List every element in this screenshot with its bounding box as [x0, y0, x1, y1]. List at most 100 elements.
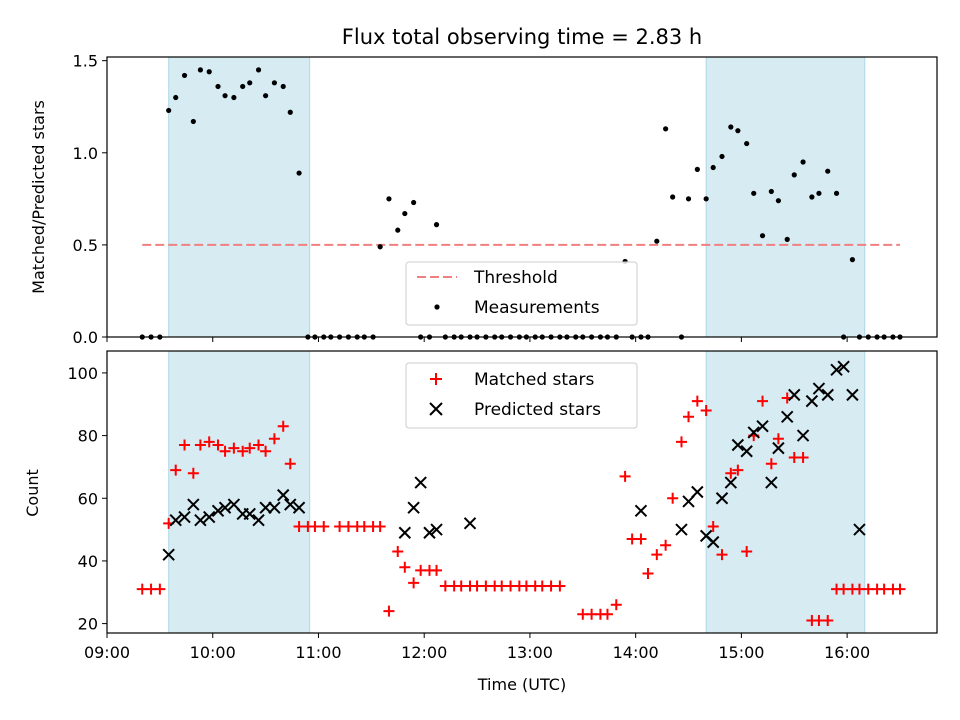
top-legend: Threshold Measurements [405, 261, 638, 326]
measurement-point [287, 109, 293, 115]
measurement-point [744, 140, 750, 147]
measurement-point [800, 159, 806, 165]
measurement-point [784, 236, 790, 242]
measurement-point [825, 168, 831, 174]
matched-star-point [408, 577, 420, 589]
y-tick-label: 20 [78, 615, 98, 634]
shaded-region-0 [168, 57, 310, 337]
predicted-star-point [203, 510, 216, 524]
predicted-star-point [788, 388, 801, 402]
predicted-star-point [747, 426, 760, 439]
predicted-star-point [211, 504, 225, 518]
x-tick-label: 16:00 [824, 643, 870, 662]
measurement-point [663, 126, 669, 132]
matched-star-point [894, 583, 906, 595]
matched-star-point [260, 445, 272, 457]
measurement-point [728, 124, 734, 130]
matched-legend-swatch [430, 373, 442, 385]
matched-star-point [732, 464, 744, 476]
measurement-point [685, 196, 692, 202]
top-y-ticks: 0.0 0.5 1.0 1.5 [73, 52, 107, 347]
measurement-point [190, 118, 196, 125]
measurement-point [215, 83, 221, 90]
bottom-axes-frame [106, 350, 938, 634]
matched-star-point [757, 395, 769, 407]
predicted-star-point [407, 501, 420, 514]
matched-star-point [392, 546, 404, 558]
bottom-x-ticks: 09:00 10:00 11:00 12:00 13:00 14:00 15:00 16:00 [84, 633, 870, 662]
matched-star-point [203, 436, 215, 448]
predicted-star-point [414, 476, 427, 489]
measurement-point [849, 257, 856, 263]
matched-star-point [619, 470, 631, 482]
predicted-stars-points [162, 360, 866, 561]
measurement-point [719, 153, 725, 160]
predicted-star-point [796, 429, 810, 442]
matched-star-point [554, 580, 566, 592]
measurement-point [271, 80, 278, 86]
matched-star-point [601, 608, 613, 620]
x-tick-label: 13:00 [507, 643, 553, 662]
measurement-point [768, 188, 774, 195]
matched-star-point [700, 405, 712, 417]
predicted-star-point [756, 419, 769, 433]
measurement-point [296, 170, 302, 176]
matched-star-point [683, 411, 695, 423]
matched-star-point [651, 549, 663, 561]
top-axes-frame [106, 56, 938, 338]
matched-star-point [642, 567, 654, 579]
predicted-star-point [194, 513, 207, 527]
matched-star-point [675, 436, 687, 448]
matched-star-point [707, 520, 719, 532]
measurement-point [703, 196, 709, 202]
measurements-legend-label: Measurements [474, 298, 600, 318]
matched-star-point [610, 599, 622, 611]
threshold-legend-label: Threshold [473, 268, 558, 288]
matched-stars-points [136, 392, 906, 626]
matched-star-point [691, 395, 703, 407]
matched-star-point [170, 464, 182, 476]
matched-star-point [154, 583, 166, 595]
predicted-star-point [715, 492, 729, 505]
predicted-star-point [740, 445, 753, 458]
predicted-star-point [162, 548, 175, 561]
measurement-point [833, 190, 840, 196]
measurement-point [735, 128, 741, 134]
predicted-star-point [724, 476, 738, 489]
matched-star-point [797, 452, 809, 464]
predicted-star-point [675, 523, 688, 536]
measurement-point [816, 190, 822, 196]
x-tick-label: 11:00 [295, 643, 341, 662]
measurement-point [247, 80, 253, 86]
matched-star-point [219, 445, 231, 457]
matched-star-point [253, 439, 265, 451]
predicted-star-point [178, 510, 191, 524]
matched-star-point [822, 614, 834, 626]
bottom-panel: 20 40 60 80 100 09:00 10:00 11:00 12:00 13:00 14:… [23, 350, 938, 694]
measurement-point [166, 107, 172, 114]
predicted-star-point [252, 513, 265, 527]
predicted-star-point [398, 526, 412, 539]
shaded-region-1 [706, 351, 865, 633]
matched-star-point [318, 520, 330, 532]
predicted-star-point [781, 410, 794, 424]
measurement-point [280, 83, 286, 90]
predicted-star-point [292, 501, 306, 514]
matched-star-point [635, 533, 647, 545]
measurement-point [791, 172, 797, 178]
predicted-star-point [772, 441, 785, 455]
predicted-star-point [430, 523, 443, 536]
measurement-point [377, 244, 383, 250]
predicted-legend-swatch [429, 402, 443, 416]
y-tick-label: 0.5 [73, 236, 98, 255]
x-tick-label: 10:00 [190, 643, 236, 662]
chart-title: Flux total observing time = 2.83 h [342, 25, 702, 49]
measurement-point [262, 93, 269, 99]
measurement-point [240, 83, 246, 90]
measurement-point [654, 238, 660, 244]
measurement-point [759, 233, 766, 239]
matched-star-point [399, 561, 411, 573]
predicted-star-point [423, 526, 436, 539]
predicted-star-point [463, 517, 477, 530]
